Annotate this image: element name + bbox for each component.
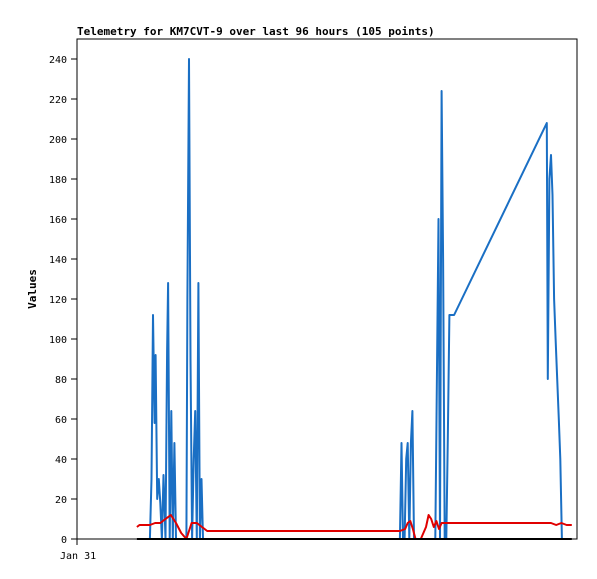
y-tick-label-20: 20 (55, 495, 67, 506)
x-axis: Jan 31 (60, 539, 96, 562)
y-tick-label-200: 200 (49, 135, 67, 146)
y-tick-label-60: 60 (55, 415, 67, 426)
series-line-1 (148, 58, 569, 540)
y-tick-label-240: 240 (49, 55, 67, 66)
y-tick-label-100: 100 (49, 335, 67, 346)
y-tick-label-140: 140 (49, 255, 67, 266)
y-tick-label-0: 0 (61, 535, 67, 546)
x-tick-label: Jan 31 (60, 551, 96, 562)
chart-title: Telemetry for KM7CVT-9 over last 96 hour… (77, 25, 435, 38)
series-layer (136, 58, 572, 540)
y-tick-label-160: 160 (49, 215, 67, 226)
y-tick-label-80: 80 (55, 375, 67, 386)
y-tick-label-180: 180 (49, 175, 67, 186)
series-line-2 (136, 514, 572, 540)
y-tick-label-40: 40 (55, 455, 67, 466)
plot-area (76, 38, 578, 540)
y-tick-label-220: 220 (49, 95, 67, 106)
y-axis: 0 20 40 60 80 100 120 140 160 180 200 220 240 (49, 55, 77, 546)
y-tick-label-120: 120 (49, 295, 67, 306)
y-axis-label: Values (26, 269, 39, 309)
